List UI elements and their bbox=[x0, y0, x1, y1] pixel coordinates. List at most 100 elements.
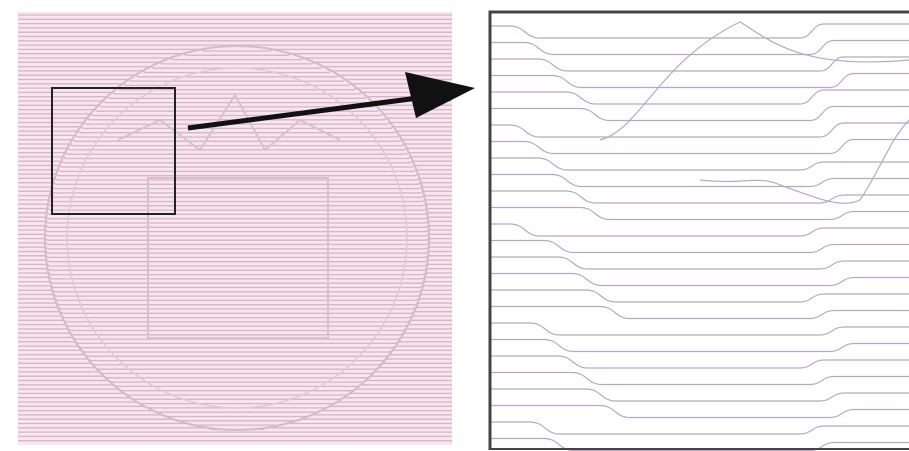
pattern-line bbox=[18, 293, 452, 297]
pattern-line bbox=[18, 78, 452, 82]
pattern-line bbox=[18, 130, 452, 134]
pattern-line bbox=[18, 315, 452, 319]
pattern-line bbox=[18, 104, 452, 108]
pattern-line bbox=[18, 237, 452, 241]
pattern-line bbox=[18, 216, 452, 220]
pattern-line bbox=[18, 336, 452, 340]
pattern-line bbox=[490, 190, 909, 204]
emblem-body bbox=[147, 177, 329, 339]
pattern-line bbox=[18, 323, 452, 327]
emblem-circle bbox=[44, 45, 430, 431]
pattern-line bbox=[18, 371, 452, 375]
pattern-line bbox=[18, 207, 452, 211]
pattern-line bbox=[18, 186, 452, 190]
zoomed-crown-line bbox=[599, 21, 909, 141]
pattern-line bbox=[18, 268, 452, 271]
pattern-line bbox=[18, 422, 452, 426]
pattern-line bbox=[18, 242, 452, 246]
pattern-line bbox=[18, 328, 452, 332]
pattern-line bbox=[490, 421, 909, 435]
pattern-line bbox=[490, 89, 909, 105]
pattern-line bbox=[490, 256, 909, 270]
pattern-line bbox=[18, 233, 452, 237]
pattern-line bbox=[18, 229, 452, 233]
pattern-line bbox=[18, 259, 452, 263]
pattern-line bbox=[18, 276, 452, 280]
pattern-line bbox=[18, 199, 452, 203]
pattern-line bbox=[490, 138, 909, 155]
right-line-pattern bbox=[490, 21, 909, 451]
pattern-line bbox=[18, 272, 452, 276]
arrow-head bbox=[405, 72, 475, 118]
pattern-line bbox=[18, 108, 452, 112]
pattern-line bbox=[18, 220, 452, 224]
pattern-line bbox=[18, 392, 452, 396]
pattern-line bbox=[18, 388, 452, 392]
pattern-line bbox=[18, 91, 452, 95]
pattern-line bbox=[18, 285, 452, 289]
pattern-line bbox=[18, 384, 452, 388]
pattern-line bbox=[490, 122, 909, 138]
arrow-shaft bbox=[187, 95, 419, 131]
pattern-line bbox=[490, 39, 909, 56]
pattern-line bbox=[18, 354, 452, 357]
pattern-line bbox=[490, 338, 909, 353]
pattern-line bbox=[18, 48, 452, 52]
pattern-line bbox=[18, 263, 452, 267]
pattern-line bbox=[18, 61, 452, 65]
pattern-line bbox=[18, 289, 452, 293]
pattern-line bbox=[490, 157, 909, 171]
pattern-line bbox=[18, 418, 452, 422]
pattern-line bbox=[18, 139, 452, 142]
pattern-line bbox=[18, 74, 452, 78]
emblem-crown bbox=[117, 93, 341, 152]
emblem-inner-circle bbox=[66, 67, 408, 409]
pattern-line bbox=[18, 345, 452, 349]
pattern-line bbox=[18, 366, 452, 370]
pattern-line bbox=[18, 332, 452, 336]
pattern-line bbox=[18, 113, 452, 117]
pattern-line bbox=[18, 349, 452, 353]
pattern-line bbox=[18, 302, 452, 306]
pattern-line bbox=[490, 322, 909, 336]
pattern-line bbox=[18, 379, 452, 383]
pattern-line bbox=[18, 250, 452, 254]
pattern-line bbox=[18, 401, 452, 405]
zoomed-body-line bbox=[699, 119, 909, 204]
pattern-line bbox=[490, 239, 909, 254]
pattern-line bbox=[18, 203, 452, 207]
right-panel bbox=[490, 12, 909, 449]
pattern-line bbox=[18, 375, 452, 379]
pattern-line bbox=[18, 225, 452, 228]
pattern-line bbox=[18, 409, 452, 413]
left-line-pattern bbox=[18, 14, 452, 442]
pattern-line bbox=[18, 57, 452, 61]
pattern-line bbox=[18, 143, 452, 147]
pattern-line bbox=[18, 83, 452, 87]
pattern-line bbox=[490, 355, 909, 369]
pattern-line bbox=[18, 147, 452, 151]
pattern-line bbox=[18, 319, 452, 323]
pattern-line bbox=[490, 105, 909, 122]
pattern-line bbox=[18, 246, 452, 250]
pattern-line bbox=[18, 358, 452, 362]
pattern-line bbox=[18, 362, 452, 366]
pattern-line bbox=[490, 56, 909, 72]
pattern-line bbox=[18, 169, 452, 173]
pattern-line bbox=[490, 371, 909, 386]
pattern-line bbox=[18, 160, 452, 164]
pattern-line bbox=[18, 280, 452, 284]
pattern-line bbox=[490, 272, 909, 287]
pattern-line bbox=[18, 70, 452, 74]
pattern-line bbox=[18, 194, 452, 198]
pattern-line bbox=[490, 305, 909, 320]
pattern-line bbox=[18, 134, 452, 138]
pattern-line bbox=[490, 404, 909, 419]
pattern-line bbox=[18, 156, 452, 160]
pattern-line bbox=[18, 397, 452, 400]
pattern-line bbox=[490, 173, 909, 188]
pattern-line bbox=[18, 126, 452, 130]
pattern-line bbox=[18, 177, 452, 181]
